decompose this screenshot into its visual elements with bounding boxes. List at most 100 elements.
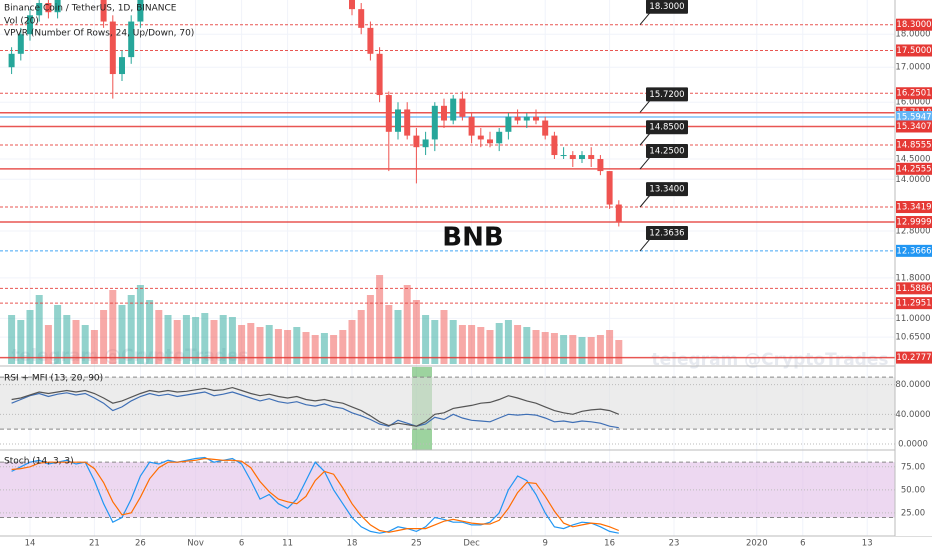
candle-body: [514, 116, 521, 121]
level-label-bg: [896, 201, 932, 214]
volume-bar: [514, 325, 522, 364]
candle-body: [413, 135, 420, 148]
callout-pointer: [639, 238, 651, 252]
price-axis: [895, 0, 932, 536]
level-label-bg: [896, 297, 932, 310]
axes: 14 21 26 Nov 6 11 18 25 Dec 9 16 23 2020 6 13 18.0000 17…: [25, 18, 932, 549]
candle-body: [505, 116, 512, 132]
volume-bar: [164, 315, 172, 364]
volume-bar: [228, 317, 236, 364]
volume-bar: [330, 335, 338, 364]
levels: [0, 24, 895, 359]
callout-pointer: [639, 132, 651, 146]
rsi-panel: [0, 376, 895, 445]
candle-body: [395, 109, 401, 132]
volume-bar: [376, 275, 384, 364]
volume-bar: [550, 333, 558, 364]
level-label-bg: [896, 351, 932, 364]
volume-bar: [100, 310, 108, 364]
x-tick-label: 13: [862, 539, 873, 549]
level-label-bg: [896, 139, 932, 152]
volume-bar: [54, 305, 62, 364]
level-label: 15.5947: [896, 113, 931, 123]
candle-body: [109, 21, 116, 75]
callout-label: 12.3636: [649, 228, 684, 238]
y-tick-label: 12.8000: [895, 226, 930, 236]
level-label: 11.5886: [896, 284, 931, 294]
callout-pointer: [639, 12, 651, 26]
volume-bar: [302, 332, 310, 364]
candle-body: [468, 116, 475, 136]
candle-body: [45, 3, 52, 13]
candle-body: [542, 120, 549, 136]
volume-bar: [615, 340, 623, 364]
volume-bar: [458, 325, 466, 364]
callout-label: 14.2500: [649, 147, 684, 157]
candle-body: [533, 116, 539, 121]
level-label-bg: [896, 162, 932, 175]
y-tick-label: 80.0000: [895, 380, 930, 390]
volume-bar: [468, 325, 476, 364]
y-tick-label: 16.0000: [895, 98, 930, 108]
volume-bar: [182, 315, 190, 364]
y-tick-label: 25.00: [901, 508, 925, 518]
candle-body: [496, 131, 503, 144]
candle-body: [422, 139, 429, 148]
candle-body: [404, 109, 411, 136]
level-label: 14.2555: [896, 164, 931, 174]
volume-bar: [339, 330, 347, 364]
candle-body: [450, 98, 457, 121]
level-label-bg: [896, 18, 932, 31]
level-label: 11.2951: [896, 299, 931, 309]
level-label-bg: [896, 111, 932, 124]
x-tick-label: 21: [89, 539, 100, 549]
volume-bar: [63, 315, 71, 364]
volume-bar: [477, 327, 485, 364]
x-tick-label: Dec: [463, 539, 480, 549]
candles: [8, 0, 622, 227]
volume-bar: [81, 325, 89, 364]
level-label: 13.3419: [896, 203, 931, 213]
volume-bar: [17, 320, 25, 364]
volume-bar: [606, 330, 614, 364]
y-tick-label: 0.0000: [898, 440, 928, 450]
y-tick-label: 11.0000: [895, 314, 930, 324]
level-label-bg: [896, 282, 932, 295]
y-tick-label: 17.0000: [895, 63, 930, 73]
x-tick-label: 18: [347, 539, 358, 549]
volume-bar: [72, 320, 80, 364]
candle-body: [376, 53, 383, 96]
callout-box: [646, 0, 688, 14]
stoch-title: Stoch (14, 3, 3): [4, 457, 74, 467]
indicator-line: [11, 386, 620, 427]
volume-bar: [422, 315, 430, 364]
volume-bar: [192, 317, 200, 364]
volume-bar: [210, 320, 218, 364]
candle-body: [597, 159, 604, 172]
level-label-bg: [896, 44, 932, 57]
volume-bar: [201, 313, 209, 364]
candle-body: [487, 139, 493, 144]
legend-item: VPVR (Number Of Rows, 24, Up/Down, 70): [4, 29, 194, 39]
indicator-line: [11, 456, 619, 534]
volume-bar: [320, 333, 328, 364]
level-label: 10.2777: [896, 353, 931, 363]
stoch-panel: [0, 456, 895, 534]
candle-body: [431, 105, 438, 140]
level-label: 16.2501: [896, 89, 931, 99]
volume-bar: [596, 335, 604, 364]
y-tick-label: 14.0000: [895, 175, 930, 185]
volume-bar: [265, 325, 273, 364]
volume-bar: [293, 327, 301, 364]
y-tick-label: 50.00: [901, 485, 925, 495]
callout-pointer: [639, 100, 651, 113]
volume-bar: [155, 310, 163, 364]
volume-bar: [357, 310, 365, 364]
rsi-title: RSI + MFI (13, 20, 90): [4, 374, 103, 384]
x-tick-label: 26: [135, 539, 146, 549]
y-tick-label: 18.0000: [895, 30, 930, 40]
level-label: 17.5000: [896, 46, 931, 56]
y-tick-label: 75.00: [901, 462, 925, 472]
indicator-line: [11, 457, 620, 533]
volume-bar: [256, 327, 264, 364]
